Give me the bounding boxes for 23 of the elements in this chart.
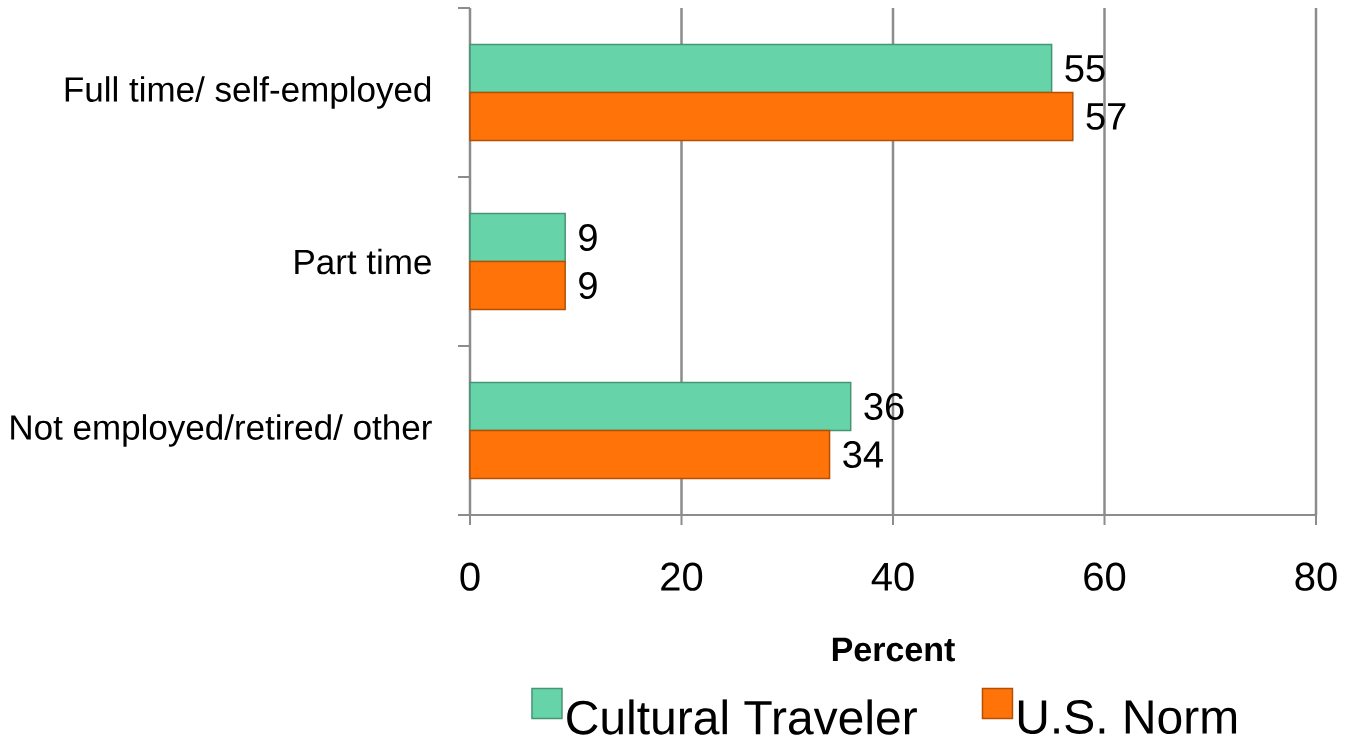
data-label: 55 <box>1065 55 1105 82</box>
bar <box>469 212 566 263</box>
x-axis-title: Percent <box>832 637 955 662</box>
x-tick-label: 60 <box>1084 562 1126 591</box>
data-label: 9 <box>579 224 597 251</box>
legend-label: Cultural Traveler <box>567 699 917 735</box>
data-label: 34 <box>843 441 883 468</box>
bar <box>469 381 852 432</box>
bar <box>469 429 831 480</box>
y-tick-label: Not employed/retired/ other <box>11 414 432 447</box>
x-tick-label: 0 <box>460 562 480 591</box>
legend-label: U.S. Norm <box>1018 700 1237 735</box>
data-label: 36 <box>864 393 904 420</box>
bar <box>469 43 1053 94</box>
y-tick-label: Full time/ self-employed <box>65 76 431 109</box>
bar <box>469 91 1074 142</box>
x-tick-label: 20 <box>661 562 703 591</box>
x-tick-label: 80 <box>1295 562 1337 591</box>
data-label: 9 <box>579 272 597 299</box>
data-label: 57 <box>1086 103 1126 130</box>
x-tick-label: 40 <box>871 562 914 591</box>
y-tick-label: Part time <box>295 248 431 275</box>
bar <box>469 260 566 311</box>
